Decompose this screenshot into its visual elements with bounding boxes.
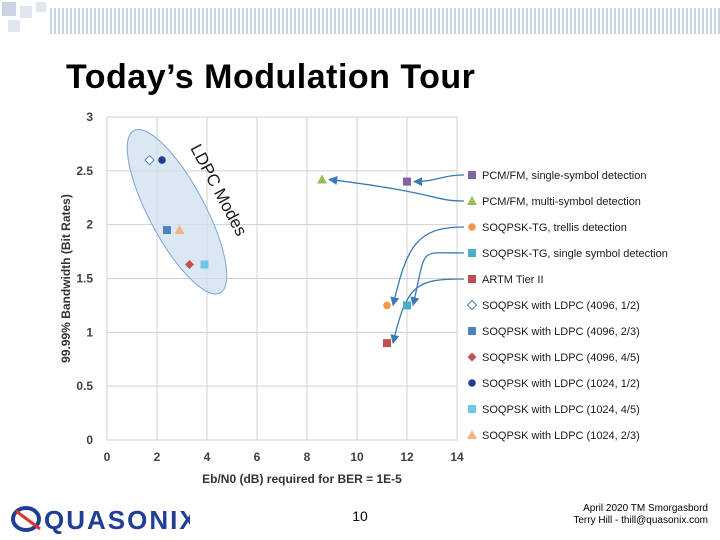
legend-label-artm-tier-ii: ARTM Tier II xyxy=(482,274,544,286)
x-tick-label: 0 xyxy=(104,450,111,464)
y-axis-label: 99.99% Bandwidth (Bit Rates) xyxy=(59,194,73,363)
data-point-soqpsk-with-ldpc-4096-4-5 xyxy=(185,260,194,270)
legend-marker-soqpsk-tg-trellis-detection xyxy=(468,223,476,231)
quasonix-logo: QUASONIX xyxy=(11,505,190,535)
data-point-soqpsk-with-ldpc-4096-2-3 xyxy=(163,226,171,235)
x-tick-label: 14 xyxy=(450,450,464,464)
slide-title: Today’s Modulation Tour xyxy=(66,58,476,96)
legend-marker-soqpsk-with-ldpc-1024-4-5 xyxy=(468,405,476,413)
data-point-soqpsk-with-ldpc-1024-1-2 xyxy=(158,156,166,164)
legend-marker-soqpsk-with-ldpc-4096-4-5 xyxy=(467,352,477,362)
footer-contact: Terry Hill - thill@quasonix.com xyxy=(573,515,708,526)
page-number: 10 xyxy=(352,508,368,524)
data-point-soqpsk-with-ldpc-4096-1-2 xyxy=(144,154,155,166)
x-tick-label: 4 xyxy=(204,450,211,464)
legend-label-soqpsk-with-ldpc-1024-4-5: SOQPSK with LDPC (1024, 4/5) xyxy=(482,404,640,416)
legend-marker-artm-tier-ii xyxy=(468,275,476,283)
y-tick-label: 3 xyxy=(86,110,93,124)
legend-label-soqpsk-with-ldpc-1024-2-3: SOQPSK with LDPC (1024, 2/3) xyxy=(482,430,640,442)
y-tick-label: 2.5 xyxy=(76,164,93,178)
y-tick-label: 0 xyxy=(86,433,93,447)
footer-event: April 2020 TM Smorgasbord xyxy=(583,503,708,514)
x-tick-label: 8 xyxy=(304,450,311,464)
legend-marker-soqpsk-with-ldpc-1024-1-2 xyxy=(468,379,476,387)
arrow-artm-tier-ii xyxy=(390,278,465,344)
legend-label-soqpsk-tg-single-symbol-detection: SOQPSK-TG, single symbol detection xyxy=(482,248,668,260)
legend-label-soqpsk-with-ldpc-4096-2-3: SOQPSK with LDPC (4096, 2/3) xyxy=(482,326,640,338)
y-tick-label: 0.5 xyxy=(76,379,93,393)
legend-marker-pcm-fm-single-symbol-detection xyxy=(468,171,476,179)
y-tick-label: 1 xyxy=(86,325,93,339)
x-tick-label: 12 xyxy=(400,450,414,464)
corner-decoration xyxy=(2,2,46,32)
legend-marker-soqpsk-with-ldpc-1024-2-3 xyxy=(467,430,477,439)
y-tick-label: 1.5 xyxy=(76,272,93,286)
data-point-soqpsk-with-ldpc-1024-2-3 xyxy=(174,225,185,235)
x-tick-label: 2 xyxy=(154,450,161,464)
legend-label-soqpsk-with-ldpc-4096-1-2: SOQPSK with LDPC (4096, 1/2) xyxy=(482,300,640,312)
data-point-soqpsk-tg-single-symbol-detection xyxy=(403,301,411,310)
data-point-pcm-fm-single-symbol-detection xyxy=(403,177,411,186)
legend-marker-soqpsk-with-ldpc-4096-2-3 xyxy=(468,327,476,335)
footer-info: April 2020 TM Smorgasbord Terry Hill - t… xyxy=(573,503,708,527)
header-stripe-bar xyxy=(50,8,720,34)
ldpc-cluster-ellipse xyxy=(126,128,228,295)
legend-label-soqpsk-with-ldpc-1024-1-2: SOQPSK with LDPC (1024, 1/2) xyxy=(482,378,640,390)
data-point-artm-tier-ii xyxy=(383,339,391,348)
legend-label-pcm-fm-single-symbol-detection: PCM/FM, single-symbol detection xyxy=(482,170,646,182)
arrow-pcm-fm-multi-symbol-detection xyxy=(328,175,465,202)
arrow-soqpsk-tg-trellis-detection xyxy=(390,226,465,307)
data-point-pcm-fm-multi-symbol-detection xyxy=(317,174,327,184)
legend-marker-pcm-fm-multi-symbol-detection xyxy=(467,196,477,205)
y-tick-label: 2 xyxy=(86,218,93,232)
legend-marker-soqpsk-with-ldpc-4096-1-2 xyxy=(466,299,478,311)
legend-marker-soqpsk-tg-single-symbol-detection xyxy=(468,249,476,257)
data-point-soqpsk-with-ldpc-1024-4-5 xyxy=(200,260,209,269)
x-tick-label: 6 xyxy=(254,450,261,464)
x-tick-label: 10 xyxy=(350,450,364,464)
legend-label-pcm-fm-multi-symbol-detection: PCM/FM, multi-symbol detection xyxy=(482,196,641,208)
svg-text:QUASONIX: QUASONIX xyxy=(44,505,190,535)
modulation-chart: 0 2 4 6 8 10 12 14 0 0.5 1 1.5 2 2.5 3 Eb/N0 (dB) requi… xyxy=(59,110,668,486)
legend-label-soqpsk-with-ldpc-4096-4-5: SOQPSK with LDPC (4096, 4/5) xyxy=(482,352,640,364)
arrow-pcm-fm-single-symbol-detection xyxy=(413,174,465,187)
data-point-soqpsk-tg-trellis-detection xyxy=(383,301,391,310)
legend-label-soqpsk-tg-trellis-detection: SOQPSK-TG, trellis detection xyxy=(482,222,627,234)
x-axis-label: Eb/N0 (dB) required for BER = 1E-5 xyxy=(202,472,402,486)
